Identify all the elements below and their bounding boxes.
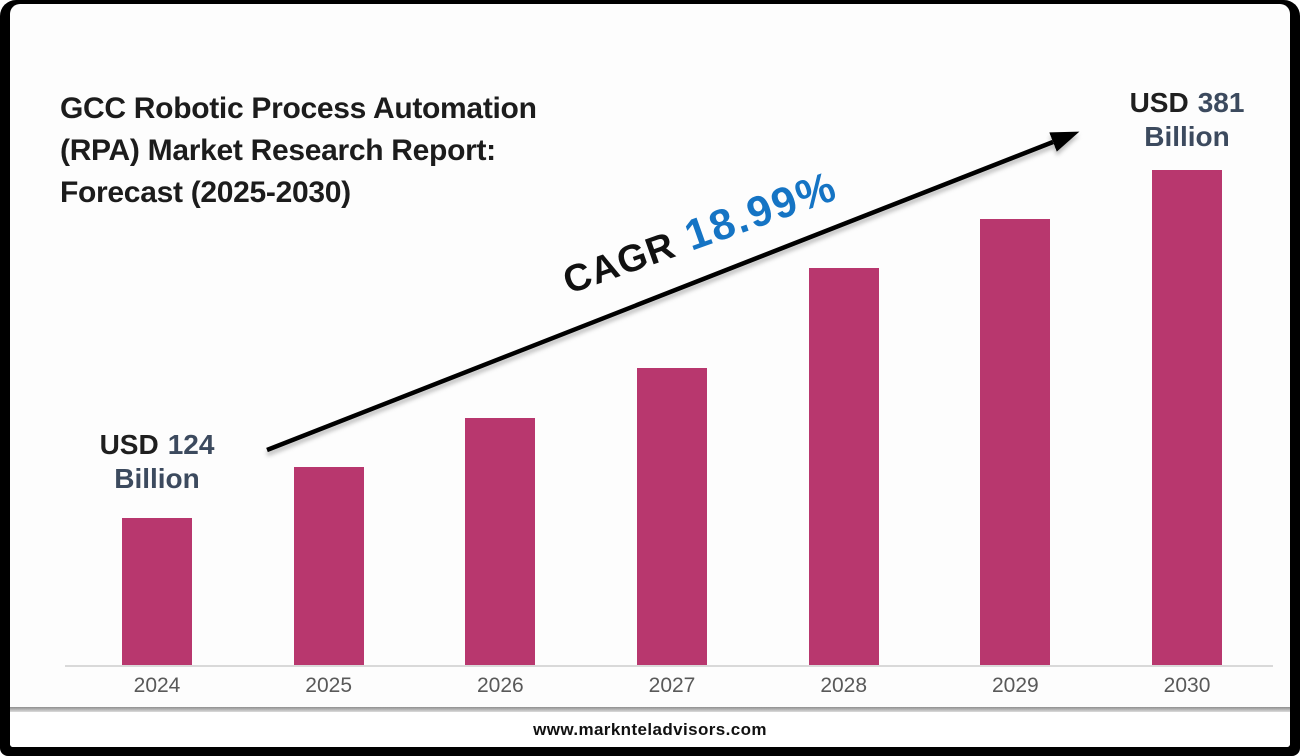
chart-title-line-3: Forecast (2025-2030) xyxy=(60,176,351,209)
x-axis-label-2029: 2029 xyxy=(991,674,1039,697)
data-label-2024-currency: USD xyxy=(99,429,159,460)
x-axis-label-2028: 2028 xyxy=(820,674,868,697)
trend-arrow xyxy=(266,131,1080,453)
chart-title: GCC Robotic Process Automation (RPA) Mar… xyxy=(60,88,537,214)
bar-2030 xyxy=(1152,170,1223,665)
data-label-2024-unit: Billion xyxy=(114,463,200,494)
x-axis-label-2027: 2027 xyxy=(648,674,696,697)
x-axis-label-2024: 2024 xyxy=(133,674,181,697)
chart-canvas: GCC Robotic Process Automation (RPA) Mar… xyxy=(10,4,1290,747)
bar-2026 xyxy=(465,418,536,665)
data-label-2030-number: 381 xyxy=(1197,87,1245,118)
bar-2025 xyxy=(293,467,364,665)
bar-2027 xyxy=(637,368,707,665)
data-label-2024-amount: USD 124 xyxy=(47,428,267,462)
x-axis-label-2026: 2026 xyxy=(476,674,524,697)
x-axis-line xyxy=(65,665,1273,667)
data-label-2030-amount: USD 381 xyxy=(1077,86,1290,120)
website-url: www.marknteladvisors.com xyxy=(533,719,767,739)
x-axis-label-2025: 2025 xyxy=(305,674,353,697)
x-axis-label-2030: 2030 xyxy=(1163,674,1211,697)
data-label-2030-currency: USD xyxy=(1129,87,1189,118)
data-label-2030-unit: Billion xyxy=(1144,121,1230,152)
bar-2024 xyxy=(122,518,192,665)
data-label-2024: USD 124 Billion xyxy=(47,428,267,496)
chart-title-line-1: GCC Robotic Process Automation xyxy=(60,92,537,125)
footer: www.marknteladvisors.com xyxy=(10,712,1290,747)
bar-2028 xyxy=(808,268,879,665)
data-label-2024-number: 124 xyxy=(167,429,215,460)
chart-title-line-2: (RPA) Market Research Report: xyxy=(60,134,496,167)
bars-layer: 2024 2025 2026 2027 2028 2029 2030 xyxy=(10,4,1290,747)
footer-divider xyxy=(10,707,1290,712)
bar-2029 xyxy=(980,219,1051,665)
data-label-2030: USD 381 Billion xyxy=(1077,86,1290,154)
